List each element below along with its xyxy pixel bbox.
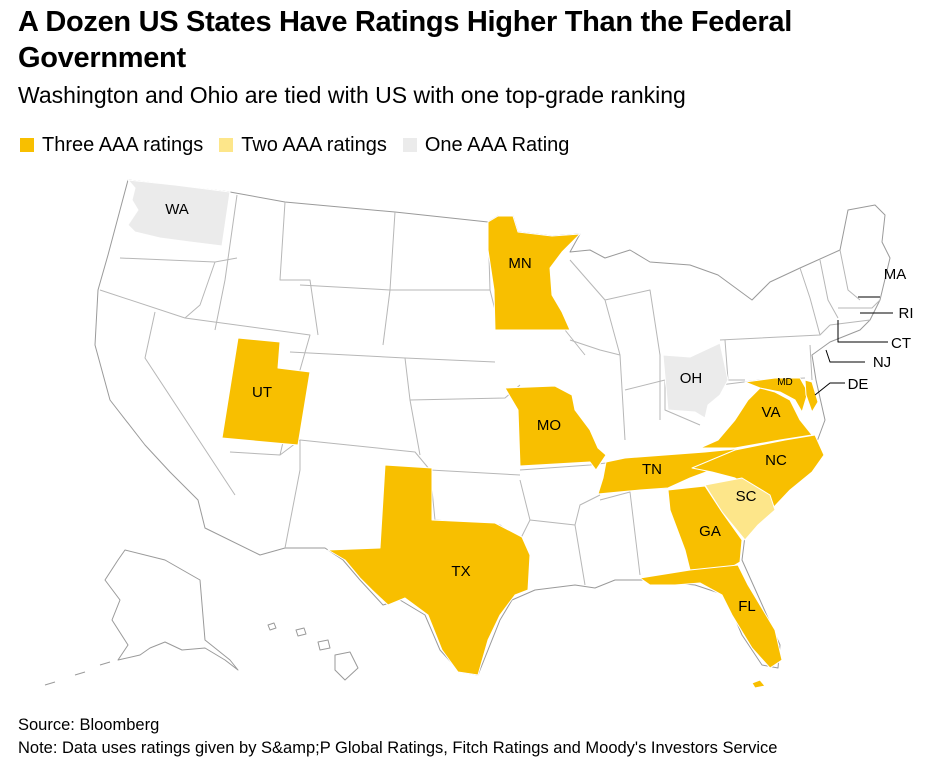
- hawaii-big-island: [334, 651, 359, 681]
- label-mn: MN: [508, 255, 531, 272]
- us-map: WA MN UT OH MO TX TN NC SC GA FL VA MD D…: [44, 179, 914, 689]
- state-tn[interactable]: [597, 447, 746, 495]
- label-md: MD: [777, 377, 793, 388]
- label-nc: NC: [765, 452, 787, 469]
- state-tx[interactable]: [327, 464, 531, 676]
- legend-item-two-aaa: Two AAA ratings: [219, 134, 387, 157]
- chart-subtitle: Washington and Ohio are tied with US wit…: [18, 82, 686, 108]
- rated-states: [127, 179, 825, 689]
- alaska: [44, 549, 239, 686]
- label-fl: FL: [738, 598, 756, 615]
- legend-label-three-aaa: Three AAA ratings: [42, 133, 204, 156]
- state-de[interactable]: [804, 379, 819, 413]
- alaska-outline: [104, 549, 239, 671]
- legend-swatch-one-aaa: [402, 138, 417, 152]
- source-text: Source: Bloomberg: [18, 716, 160, 734]
- label-ga: GA: [699, 523, 721, 540]
- state-fl[interactable]: [639, 564, 783, 669]
- label-ut: UT: [252, 384, 272, 401]
- leader-nj: [825, 349, 865, 363]
- hawaii-oahu: [295, 627, 307, 637]
- state-labels: WA MN UT OH MO TX TN NC SC GA FL VA MD D…: [165, 201, 913, 615]
- state-fl-keys: [751, 679, 766, 689]
- legend-swatch-two-aaa: [219, 138, 234, 152]
- leader-de: [814, 382, 845, 396]
- label-ct: CT: [891, 335, 911, 352]
- state-oh[interactable]: [662, 342, 729, 419]
- note-text: Note: Data uses ratings given by S&amp;P…: [18, 739, 778, 757]
- leader-ct: [837, 320, 888, 343]
- state-va[interactable]: [699, 387, 813, 449]
- label-wa: WA: [165, 201, 189, 218]
- label-ri: RI: [899, 305, 914, 322]
- legend-item-three-aaa: Three AAA ratings: [20, 134, 203, 157]
- state-ut[interactable]: [221, 337, 311, 446]
- state-mo[interactable]: [504, 385, 607, 471]
- chart-title: A Dozen US States Have Ratings Higher Th…: [18, 6, 792, 74]
- label-va: VA: [762, 404, 781, 421]
- label-nj: NJ: [873, 354, 891, 371]
- state-md[interactable]: [744, 377, 809, 413]
- label-de: DE: [848, 376, 869, 393]
- hawaii-kauai: [267, 622, 277, 631]
- state-wa[interactable]: [127, 179, 231, 247]
- label-sc: SC: [736, 488, 757, 505]
- label-tn: TN: [642, 461, 662, 478]
- legend-label-one-aaa: One AAA Rating: [424, 133, 570, 156]
- legend-item-one-aaa: One AAA Rating: [402, 133, 570, 157]
- state-nc[interactable]: [691, 434, 825, 509]
- hawaii: [267, 622, 359, 681]
- aleutian-islands: [44, 661, 111, 686]
- legend: Three AAA ratings Two AAA ratings One AA…: [20, 132, 585, 158]
- legend-label-two-aaa: Two AAA ratings: [241, 133, 387, 156]
- label-ma: MA: [884, 266, 907, 283]
- legend-swatch-three-aaa: [20, 138, 34, 152]
- label-oh: OH: [680, 370, 703, 387]
- state-mn[interactable]: [487, 215, 581, 331]
- label-mo: MO: [537, 417, 561, 434]
- label-tx: TX: [451, 563, 470, 580]
- hawaii-maui: [317, 639, 331, 651]
- callout-lines: [814, 296, 893, 396]
